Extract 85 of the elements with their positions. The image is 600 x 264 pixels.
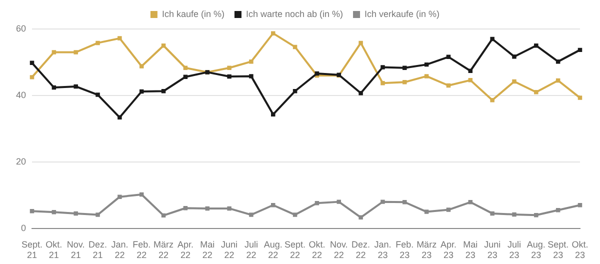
- point: [490, 98, 494, 102]
- point: [227, 66, 232, 70]
- point: [271, 203, 276, 208]
- point: [139, 64, 144, 68]
- x-tick-label: Mai 22: [200, 239, 215, 260]
- point: [358, 91, 363, 96]
- point: [380, 200, 385, 204]
- point: [578, 96, 582, 100]
- point: [446, 208, 451, 212]
- point: [118, 194, 122, 199]
- point: [118, 36, 122, 40]
- point: [424, 74, 429, 78]
- x-tick-label: Feb. 22: [132, 239, 151, 260]
- point: [490, 211, 494, 216]
- point: [336, 200, 342, 204]
- point: [118, 115, 122, 120]
- point: [96, 92, 100, 97]
- point: [402, 200, 407, 204]
- legend-label: Ich warte noch ab (in %): [246, 8, 344, 19]
- x-tick-label: Okt. 22: [308, 239, 326, 260]
- point: [161, 89, 166, 94]
- point: [227, 206, 232, 211]
- point: [358, 215, 363, 220]
- x-tick-label: Okt. 21: [46, 239, 62, 260]
- x-tick-label: Sept. 21: [22, 239, 43, 260]
- point: [183, 74, 188, 79]
- point: [227, 74, 232, 79]
- y-tick-label: 20: [16, 156, 26, 166]
- x-tick-label: Sept. 22: [284, 239, 306, 260]
- point: [468, 78, 473, 82]
- x-tick-label: Jan. 22: [111, 239, 128, 260]
- x-tick-label: März 22: [154, 239, 174, 260]
- point: [292, 212, 298, 217]
- point: [490, 36, 494, 42]
- point: [402, 66, 407, 70]
- point: [52, 50, 56, 54]
- y-tick-label: 0: [20, 222, 26, 233]
- point: [74, 84, 78, 89]
- point: [74, 50, 78, 54]
- point: [314, 201, 320, 206]
- x-tick-label: Aug. 23: [526, 239, 546, 260]
- x-tick-label: Juni 23: [484, 239, 501, 260]
- x-tick-label: Aug. 22: [264, 239, 282, 260]
- point: [249, 212, 254, 217]
- point: [271, 31, 276, 36]
- x-tick-label: Nov. 21: [66, 239, 85, 260]
- point: [402, 80, 407, 84]
- x-tick-label: Apr. 23: [440, 239, 456, 260]
- x-tick-label: Dez. 21: [88, 239, 108, 260]
- point: [249, 59, 254, 64]
- point: [424, 210, 429, 214]
- point: [249, 74, 254, 78]
- point: [534, 43, 538, 48]
- point: [468, 200, 473, 204]
- x-tick-label: Juni 22: [221, 239, 238, 260]
- point: [534, 212, 538, 218]
- x-tick-label: Nov. 22: [330, 239, 348, 260]
- point: [380, 65, 385, 70]
- point: [512, 79, 516, 84]
- point: [292, 89, 298, 94]
- x-tick-label: Juli 23: [507, 239, 521, 260]
- point: [512, 212, 516, 217]
- point: [578, 203, 582, 208]
- point: [380, 81, 385, 86]
- y-tick-label: 60: [16, 23, 26, 34]
- x-tick-label: Sept. 23: [548, 239, 569, 260]
- legend-label: Ich verkaufe (in %): [364, 8, 440, 19]
- x-tick-label: Jan. 23: [374, 239, 392, 260]
- point: [96, 40, 100, 46]
- point: [534, 90, 538, 94]
- point: [30, 75, 34, 80]
- point: [96, 212, 100, 217]
- point: [512, 54, 516, 59]
- x-tick-label: März 23: [416, 239, 438, 260]
- point: [74, 211, 78, 216]
- x-tick-label: Dez. 22: [352, 239, 370, 260]
- legend-label: Ich kaufe (in %): [162, 8, 224, 19]
- point: [205, 206, 210, 211]
- x-tick-label: Juli 22: [244, 239, 258, 260]
- x-tick-label: Mai 23: [463, 239, 478, 260]
- point: [358, 40, 363, 46]
- x-tick-label: Okt. 23: [572, 239, 588, 260]
- x-tick-label: Feb. 23: [396, 239, 414, 260]
- x-tick-label: Apr. 22: [177, 239, 194, 260]
- y-tick-label: 40: [16, 90, 26, 100]
